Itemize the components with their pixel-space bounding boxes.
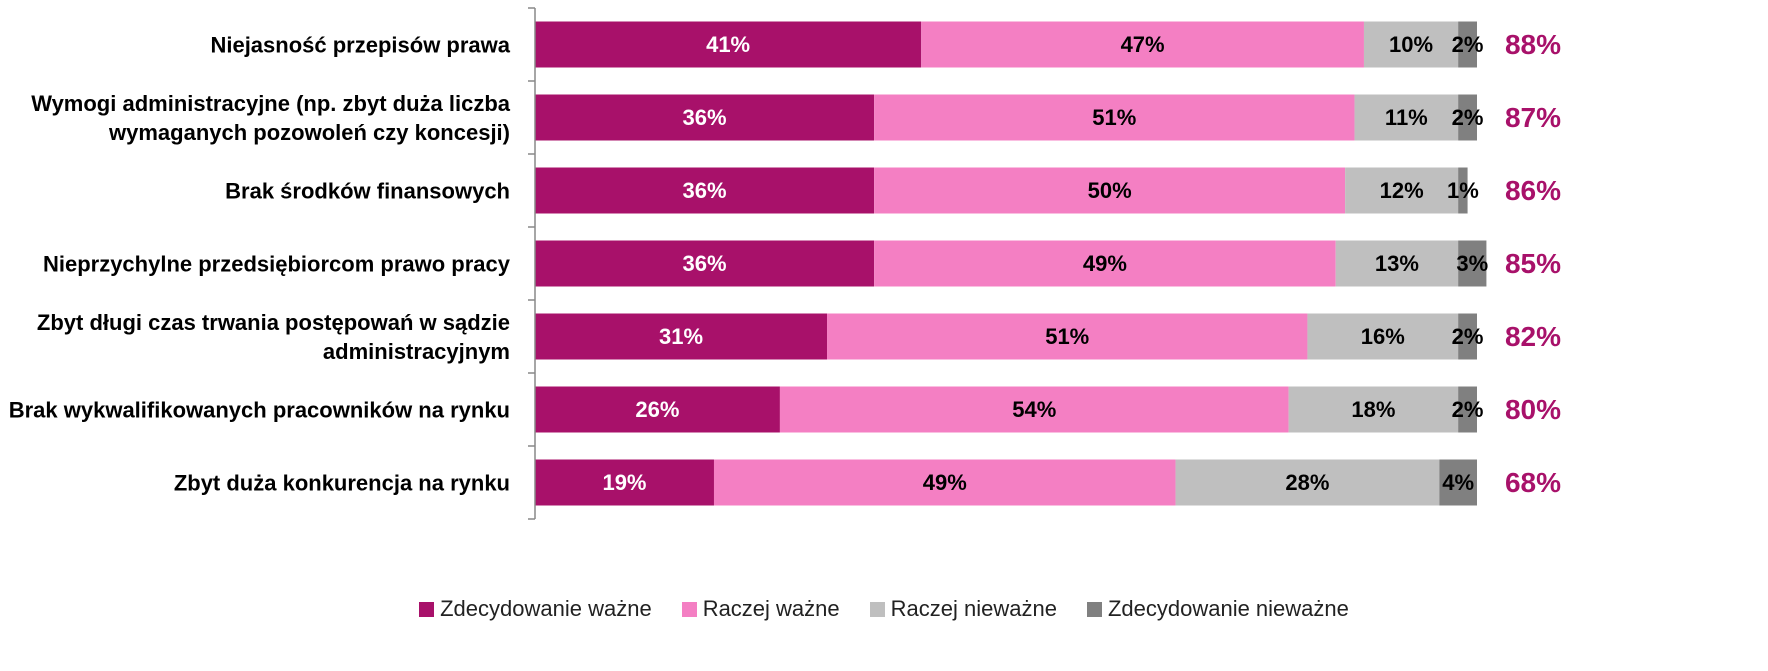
bar-segment [1288, 386, 1459, 433]
bar-segment [1439, 459, 1477, 506]
legend-label: Raczej nieważne [890, 596, 1057, 621]
bar-segment [1175, 459, 1440, 506]
bar-segment [874, 167, 1346, 214]
legend-swatch [419, 601, 435, 617]
bar-segment [1354, 94, 1459, 141]
bar-segment [874, 240, 1336, 287]
bar-segment [1458, 313, 1477, 360]
bar-segment [1458, 386, 1477, 433]
data-label: 26% [635, 397, 679, 422]
bar-segment [535, 459, 714, 506]
category-label: Brak wykwalifikowanych pracowników na ry… [8, 397, 510, 422]
data-label: 2% [1452, 32, 1484, 57]
data-label: 19% [602, 470, 646, 495]
bar-segment [1345, 167, 1459, 214]
data-label: 49% [1083, 251, 1127, 276]
data-label: 13% [1375, 251, 1419, 276]
bar-segment [827, 313, 1308, 360]
bar-segment [779, 386, 1289, 433]
total-label: 85% [1505, 248, 1561, 279]
data-label: 47% [1121, 32, 1165, 57]
legend: Zdecydowanie ważne Raczej ważne Raczej nie… [0, 596, 1768, 622]
legend-item: Raczej ważne [681, 596, 840, 622]
data-label: 2% [1452, 105, 1484, 130]
legend-swatch [681, 601, 697, 617]
legend-item: Raczej nieważne [869, 596, 1057, 622]
bar-segment [1458, 167, 1468, 214]
bar-segment [535, 94, 875, 141]
bar-segment [1458, 240, 1487, 287]
total-label: 87% [1505, 102, 1561, 133]
category-label: Brak środków finansowych [225, 178, 510, 203]
category-label: Nieprzychylne przedsiębiorcom prawo prac… [42, 251, 510, 276]
data-label: 11% [1385, 105, 1428, 130]
legend-label: Zdecydowanie ważne [440, 596, 652, 621]
total-label: 80% [1505, 394, 1561, 425]
bar-segment [1363, 21, 1459, 68]
data-label: 50% [1088, 178, 1132, 203]
bar-segment [535, 386, 780, 433]
data-label: 51% [1092, 105, 1136, 130]
legend-item: Zdecydowanie ważne [419, 596, 652, 622]
legend-label: Zdecydowanie nieważne [1107, 596, 1349, 621]
data-label: 2% [1452, 397, 1484, 422]
data-label: 51% [1045, 324, 1089, 349]
bar-segment [535, 167, 875, 214]
data-label: 2% [1452, 324, 1484, 349]
category-label: Zbyt długi czas trwania postępowań w sąd… [36, 309, 510, 364]
data-label: 3% [1456, 251, 1488, 276]
bar-segment [1335, 240, 1459, 287]
total-label: 88% [1505, 29, 1561, 60]
bar-segment [921, 21, 1364, 68]
data-label: 36% [683, 251, 727, 276]
bar-segment [874, 94, 1355, 141]
bar-segment [1458, 94, 1477, 141]
data-label: 31% [659, 324, 703, 349]
bar-segment [535, 313, 828, 360]
total-label: 82% [1505, 321, 1561, 352]
legend-swatch [1086, 601, 1102, 617]
data-label: 16% [1361, 324, 1405, 349]
data-label: 1% [1447, 178, 1479, 203]
data-label: 41% [706, 32, 750, 57]
category-label: Wymogi administracyjne (np. zbyt duża li… [31, 90, 510, 145]
category-label: Zbyt duża konkurencja na rynku [173, 470, 510, 495]
total-label: 68% [1505, 467, 1561, 498]
category-label: Niejasność przepisów prawa [210, 32, 510, 57]
data-label: 12% [1380, 178, 1424, 203]
data-label: 4% [1442, 470, 1474, 495]
data-label: 36% [683, 105, 727, 130]
data-label: 10% [1389, 32, 1433, 57]
bar-segment [535, 21, 922, 68]
total-label: 86% [1505, 175, 1561, 206]
bar-segment [1458, 21, 1477, 68]
data-label: 49% [923, 470, 967, 495]
bar-segment [1307, 313, 1459, 360]
bar-segment [713, 459, 1176, 506]
bar-segment [535, 240, 875, 287]
legend-label: Raczej ważne [702, 596, 840, 621]
data-label: 36% [683, 178, 727, 203]
data-label: 18% [1351, 397, 1395, 422]
data-label: 28% [1285, 470, 1329, 495]
legend-swatch [869, 601, 885, 617]
data-label: 54% [1012, 397, 1056, 422]
legend-item: Zdecydowanie nieważne [1086, 596, 1349, 622]
